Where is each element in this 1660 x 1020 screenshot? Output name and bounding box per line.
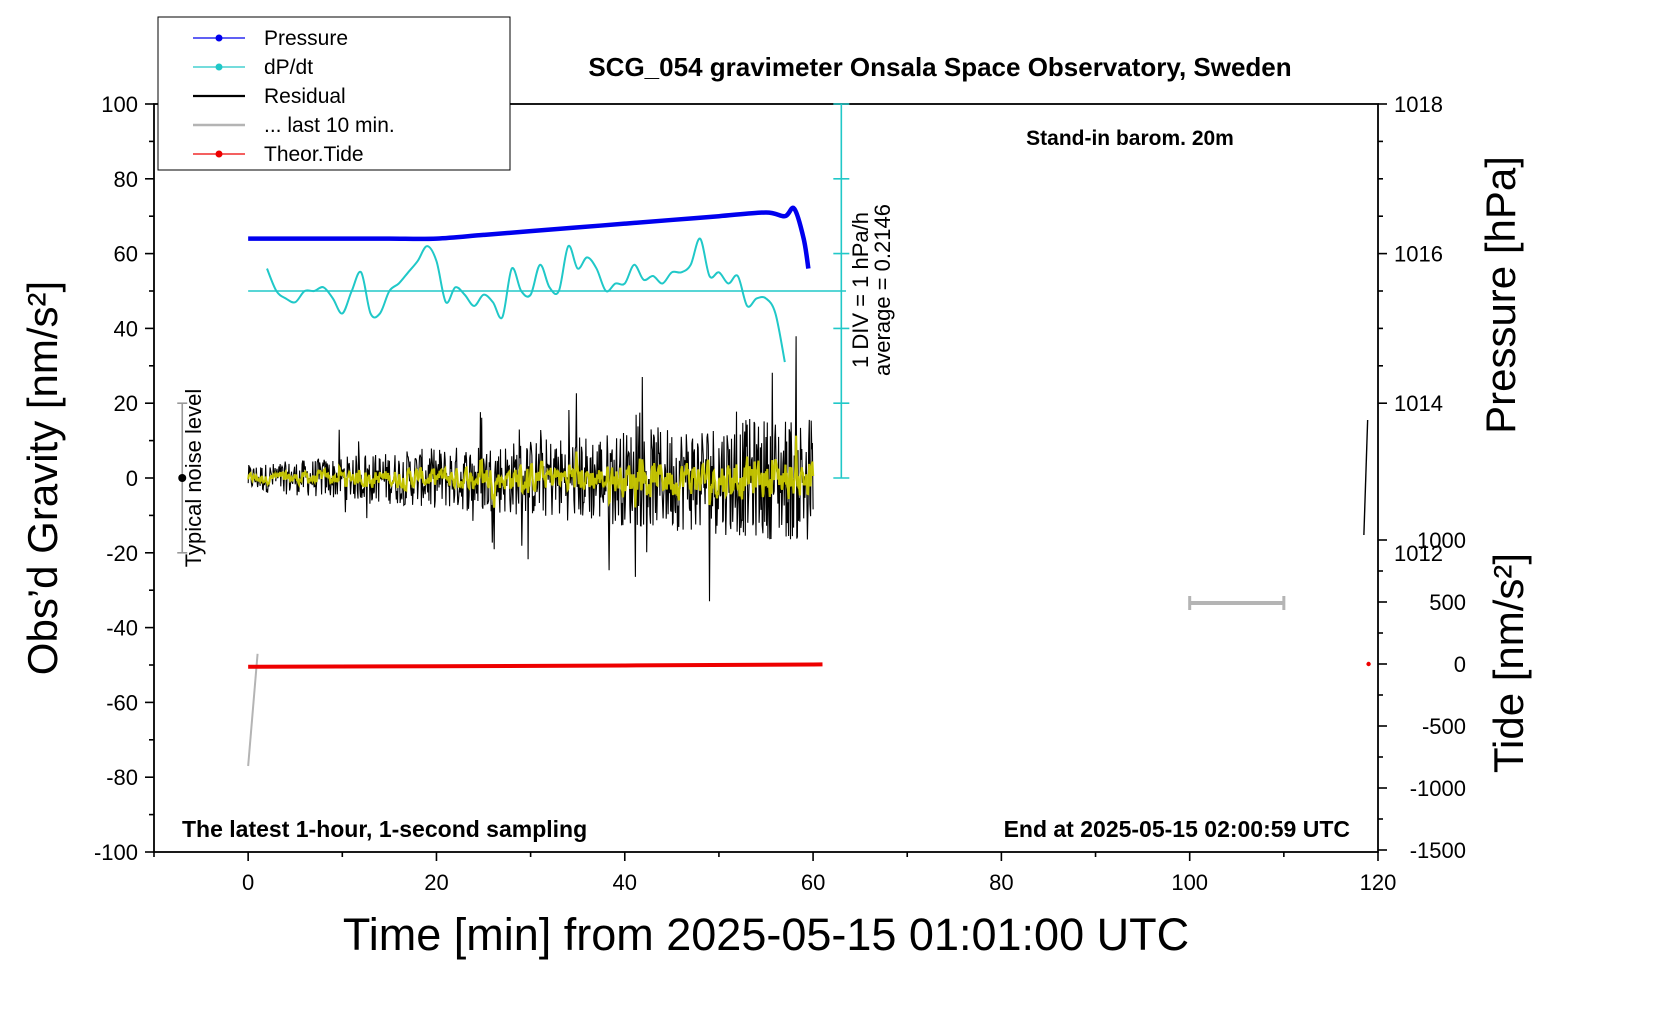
legend-marker	[215, 63, 223, 71]
y-axis-tide-title: Tide [nm/s²]	[1485, 553, 1532, 773]
tide-end-dot	[1366, 661, 1371, 667]
noise-dot	[178, 474, 187, 482]
legend-label: Theor.Tide	[264, 143, 364, 166]
x-axis-title: Time [min] from 2025-05-15 01:01:00 UTC	[343, 909, 1189, 960]
series-dpdt	[266, 237, 786, 363]
y-left-tick-label: -40	[106, 616, 138, 641]
pressure-tick-label: 1014	[1394, 391, 1443, 416]
y-axis-left-title: Obs’d Gravity [nm/s²]	[19, 281, 66, 675]
series-pressure	[248, 205, 811, 269]
pressure-tick-label: 1018	[1394, 92, 1443, 117]
legend-marker	[215, 34, 223, 42]
series-residual-filtered	[247, 435, 815, 508]
series-last-10-min	[247, 653, 259, 767]
chart-title: SCG_054 gravimeter Onsala Space Observat…	[588, 52, 1291, 82]
legend-label: ... last 10 min.	[264, 114, 395, 137]
y-left-tick-label: 0	[126, 466, 138, 491]
pressure-tick-label: 1012	[1394, 541, 1443, 566]
series-layer	[247, 205, 1371, 767]
y-left-tick-label: -100	[94, 840, 138, 865]
noise-label: Typical noise level	[181, 389, 206, 568]
y-axis-tide: 1000 500 0 -500 -1000 -1500	[1378, 528, 1466, 863]
end-note: End at 2025-05-15 02:00:59 UTC	[1004, 816, 1350, 842]
right-edge-trace	[1363, 419, 1369, 536]
tide-tick-label: 1000	[1417, 528, 1466, 553]
legend-box	[157, 16, 511, 171]
barometer-note: Stand-in barom. 20m	[1026, 127, 1234, 150]
y-left-tick-label: -60	[106, 690, 138, 715]
scale-label-1: 1 DIV = 1 hPa/h	[848, 212, 873, 368]
x-tick-label: 20	[424, 870, 448, 895]
x-tick-label: 0	[242, 870, 254, 895]
tide-tick-label: -1000	[1410, 776, 1466, 801]
x-tick-label: 40	[613, 870, 637, 895]
y-left-tick-label: -20	[106, 541, 138, 566]
x-tick-label: 120	[1360, 870, 1397, 895]
x-tick-label: 100	[1171, 870, 1208, 895]
x-axis: 0 20 40 60 80 100 120	[153, 852, 1397, 895]
x-tick-label: 60	[801, 870, 825, 895]
legend-label: Residual	[264, 85, 346, 108]
y-left-tick-label: -80	[106, 765, 138, 790]
series-theor-tide	[248, 662, 823, 669]
legend-label: Pressure	[264, 27, 348, 50]
series-residual	[247, 336, 814, 602]
y-left-tick-label: 80	[114, 167, 138, 192]
tide-tick-label: 500	[1429, 590, 1466, 615]
legend: Pressure dP/dt Residual ... last 10 min. The…	[157, 16, 511, 171]
legend-marker	[215, 150, 223, 158]
x-tick-label: 80	[989, 870, 1013, 895]
y-axis-pressure: 1018 1016 1014 1012	[1378, 92, 1443, 566]
tide-tick-label: -1500	[1410, 838, 1466, 863]
y-axis-pressure-title: Pressure [hPa]	[1477, 156, 1524, 434]
y-left-tick-label: 60	[114, 242, 138, 267]
tide-tick-label: 0	[1454, 652, 1466, 677]
y-left-tick-label: 20	[114, 391, 138, 416]
scale-label-2: average = 0.2146	[870, 204, 895, 376]
legend-label: dP/dt	[264, 56, 313, 79]
y-left-tick-label: 40	[114, 316, 138, 341]
pressure-tick-label: 1016	[1394, 242, 1443, 267]
noise-level-marker	[177, 402, 188, 554]
y-left-tick-label: 100	[101, 92, 138, 117]
latest-note: The latest 1-hour, 1-second sampling	[182, 816, 587, 842]
tide-tick-label: -500	[1422, 714, 1466, 739]
y-axis-left: 100 80 60 40 20 0 -20 -40 -60 -80 -100	[94, 92, 154, 865]
